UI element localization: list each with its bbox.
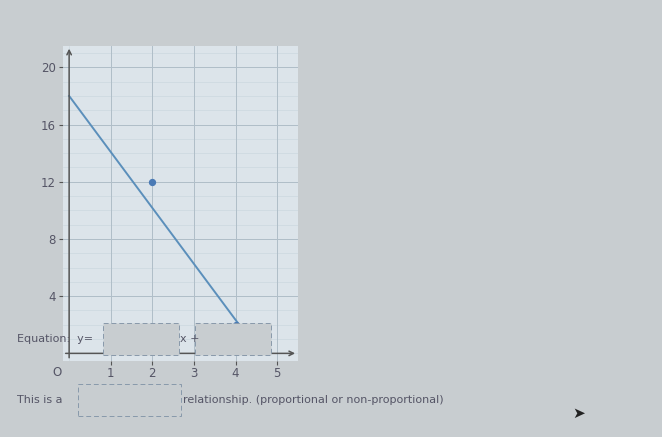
Text: ➤: ➤ [573, 406, 585, 420]
Text: This is a: This is a [17, 395, 62, 405]
Text: x +: x + [180, 334, 199, 343]
Point [230, 321, 241, 328]
Point [147, 178, 158, 185]
Text: O: O [53, 366, 62, 379]
Text: relationship. (proportional or non-proportional): relationship. (proportional or non-propo… [183, 395, 444, 405]
Text: Equation:  y=: Equation: y= [17, 334, 93, 343]
